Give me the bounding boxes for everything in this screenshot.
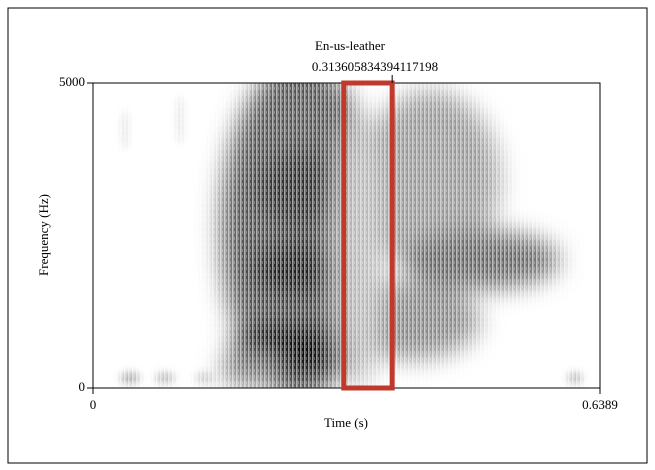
x-tick-label: 0 — [90, 397, 97, 412]
x-axis-label: Time (s) — [324, 415, 368, 430]
y-axis-label: Frequency (Hz) — [36, 194, 51, 276]
cursor-label: 0.313605834394117198 — [312, 59, 438, 74]
y-tick-label: 0 — [79, 379, 86, 394]
spectrogram-image — [93, 83, 600, 388]
chart-title: En-us-leather — [315, 38, 386, 53]
y-tick-label: 5000 — [59, 74, 85, 89]
x-tick-label: 0.6389 — [582, 397, 618, 412]
selection-box — [341, 80, 395, 391]
